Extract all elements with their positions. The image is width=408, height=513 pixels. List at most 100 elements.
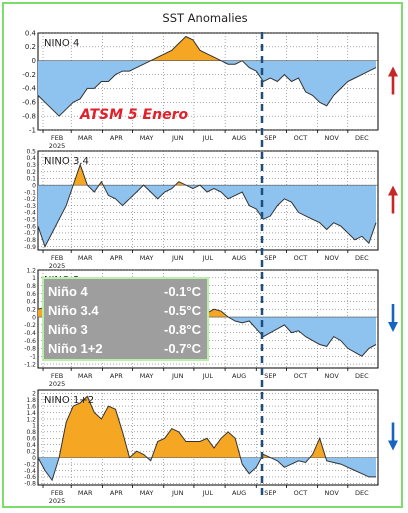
y-tick-label: 0.2 bbox=[26, 448, 36, 455]
x-tick-label: JUL bbox=[202, 372, 214, 380]
y-tick-label: 0.4 bbox=[26, 299, 36, 306]
trend-down-arrow-icon bbox=[388, 422, 398, 451]
arrow-head bbox=[388, 185, 398, 196]
x-tick-label: JUN bbox=[171, 254, 184, 262]
x-tick-label: DEC bbox=[355, 134, 369, 142]
year-label: 2025 bbox=[49, 497, 66, 505]
anomaly-series-line bbox=[37, 395, 376, 482]
summary-value: -0.1°C bbox=[164, 284, 201, 299]
y-tick-label: 0 bbox=[32, 455, 36, 462]
x-tick-label: JUL bbox=[202, 134, 214, 142]
summary-label: Niño 4 bbox=[48, 284, 88, 299]
x-tick-label: APR bbox=[110, 254, 123, 262]
summary-box: Niño 4 -0.1°C Niño 3.4 -0.5°C Niño 3 -0.… bbox=[42, 277, 209, 361]
x-tick-label: AUG bbox=[232, 489, 246, 497]
y-tick-label: 1.2 bbox=[26, 416, 36, 423]
x-tick-label: OCT bbox=[294, 489, 308, 497]
y-tick-label: 0 bbox=[32, 314, 36, 321]
summary-label: Niño 3 bbox=[48, 322, 88, 337]
y-tick-label: -0.6 bbox=[24, 474, 36, 481]
y-tick-label: 0.2 bbox=[25, 43, 36, 51]
x-tick-label: AUG bbox=[232, 372, 246, 380]
x-tick-label: OCT bbox=[294, 254, 308, 262]
x-tick-label: DEC bbox=[355, 489, 369, 497]
summary-label: Niño 3.4 bbox=[48, 303, 99, 318]
y-tick-label: 0 bbox=[32, 57, 36, 65]
x-tick-label: SEP bbox=[264, 254, 276, 262]
anomaly-series-line bbox=[37, 35, 377, 117]
y-tick-label: -0.4 bbox=[22, 85, 36, 93]
y-tick-label: 1.6 bbox=[26, 403, 36, 410]
x-tick-label: NOV bbox=[324, 489, 339, 497]
y-tick-label: 1 bbox=[32, 423, 36, 430]
arrow-head bbox=[388, 66, 398, 77]
y-tick-label: -0.8 bbox=[24, 481, 36, 488]
trend-up-arrow-icon bbox=[388, 185, 398, 214]
y-tick-label: -0.4 bbox=[24, 468, 36, 475]
y-tick-label: 0.2 bbox=[26, 169, 36, 176]
summary-row-nino34: Niño 3.4 -0.5°C bbox=[44, 301, 207, 320]
summary-value: -0.7°C bbox=[164, 341, 201, 356]
negative-anomaly-area bbox=[38, 185, 376, 247]
positive-anomaly-area bbox=[38, 396, 376, 458]
x-tick-label: FEB bbox=[51, 254, 63, 262]
y-tick-label: -0.6 bbox=[22, 99, 36, 107]
y-tick-label: -0.9 bbox=[24, 244, 36, 251]
y-tick-label: 1.4 bbox=[26, 410, 36, 417]
x-tick-label: MAY bbox=[140, 489, 154, 497]
summary-label: Niño 1+2 bbox=[48, 341, 103, 356]
y-tick-label: 0.3 bbox=[26, 162, 36, 169]
y-tick-label: 0.4 bbox=[26, 442, 36, 449]
y-tick-label: 0.5 bbox=[26, 148, 36, 155]
figure-title: SST Anomalies bbox=[162, 11, 247, 25]
panel-title: NINO 1+2 bbox=[44, 395, 94, 406]
y-tick-label: 0.8 bbox=[26, 429, 36, 436]
y-tick-label: 0.1 bbox=[26, 176, 36, 183]
y-tick-label: -0.4 bbox=[24, 330, 36, 337]
x-tick-label: JUN bbox=[171, 489, 184, 497]
x-tick-label: MAY bbox=[140, 372, 154, 380]
x-tick-label: MAR bbox=[78, 254, 93, 262]
x-tick-label: NOV bbox=[324, 372, 339, 380]
y-tick-label: -0.1 bbox=[24, 189, 36, 196]
x-tick-label: AUG bbox=[232, 134, 246, 142]
y-tick-label: 2 bbox=[32, 391, 36, 398]
y-tick-label: -0.8 bbox=[24, 346, 36, 353]
y-tick-label: 0.6 bbox=[26, 436, 36, 443]
x-tick-label: SEP bbox=[264, 134, 276, 142]
trend-down-arrow-icon bbox=[388, 304, 398, 332]
y-tick-label: -0.8 bbox=[22, 112, 36, 120]
x-tick-label: MAR bbox=[78, 372, 93, 380]
panel-nino-1-2: 21.81.61.41.210.80.60.40.20-0.2-0.4-0.6-… bbox=[24, 389, 379, 505]
y-tick-label: 0 bbox=[32, 182, 36, 189]
y-tick-label: 0.8 bbox=[26, 283, 36, 290]
x-tick-label: JUN bbox=[171, 372, 184, 380]
y-tick-label: -0.8 bbox=[24, 237, 36, 244]
negative-anomaly-area bbox=[38, 317, 376, 357]
y-tick-label: -0.2 bbox=[22, 71, 36, 79]
arrow-head bbox=[388, 440, 398, 451]
y-tick-label: -0.4 bbox=[24, 210, 36, 217]
y-tick-label: -0.5 bbox=[24, 217, 36, 224]
x-tick-label: FEB bbox=[51, 372, 63, 380]
y-tick-label: 0.6 bbox=[26, 291, 36, 298]
panel-title: NINO 3.4 bbox=[44, 156, 89, 167]
trend-up-arrow-icon bbox=[388, 66, 398, 95]
y-tick-label: 0.4 bbox=[26, 155, 36, 162]
x-tick-label: APR bbox=[110, 372, 123, 380]
y-tick-label: -0.2 bbox=[24, 196, 36, 203]
x-tick-label: SEP bbox=[264, 489, 276, 497]
x-tick-label: MAR bbox=[78, 134, 93, 142]
x-tick-label: APR bbox=[110, 489, 123, 497]
y-tick-label: -0.3 bbox=[24, 203, 36, 210]
panel-nino-4: 0.4 0.2 0 -0.2 -0.4 -0.6 -0.8 -1 FEB MAR APR MAY JUN… bbox=[22, 29, 379, 150]
x-tick-label: SEP bbox=[264, 372, 276, 380]
y-tick-label: 0.2 bbox=[26, 307, 36, 314]
y-tick-label: -0.2 bbox=[24, 322, 36, 329]
x-tick-label: MAR bbox=[78, 489, 93, 497]
y-tick-label: 1 bbox=[32, 275, 36, 282]
summary-row-nino4: Niño 4 -0.1°C bbox=[44, 282, 207, 301]
x-tick-label: MAY bbox=[140, 254, 154, 262]
x-tick-label: FEB bbox=[51, 489, 63, 497]
